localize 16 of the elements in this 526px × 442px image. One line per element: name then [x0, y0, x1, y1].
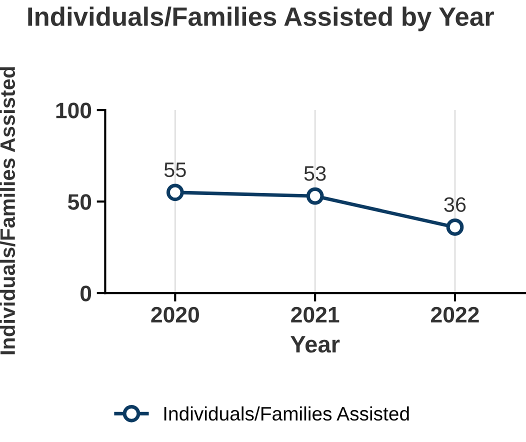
x-tick-label: 2020	[151, 306, 199, 323]
data-label: 53	[304, 166, 326, 181]
point	[306, 187, 324, 205]
x-tick-label: 2022	[431, 306, 479, 323]
x-tick-label: 2021	[291, 306, 340, 323]
x-axis-title: Year	[290, 336, 340, 353]
y-axis-title: Individuals/Families Assisted	[0, 67, 16, 354]
chart-title: Individuals/Families Assisted by Year	[28, 6, 494, 32]
y-tick-label: 50	[68, 194, 92, 210]
point	[446, 218, 464, 236]
data-label: 55	[164, 162, 186, 178]
y-tick-label: 100	[56, 102, 92, 118]
legend-label: Individuals/Families Assisted	[164, 406, 409, 421]
data-label: 36	[444, 197, 466, 212]
point	[166, 184, 184, 202]
y-tick-label: 0	[80, 286, 92, 302]
